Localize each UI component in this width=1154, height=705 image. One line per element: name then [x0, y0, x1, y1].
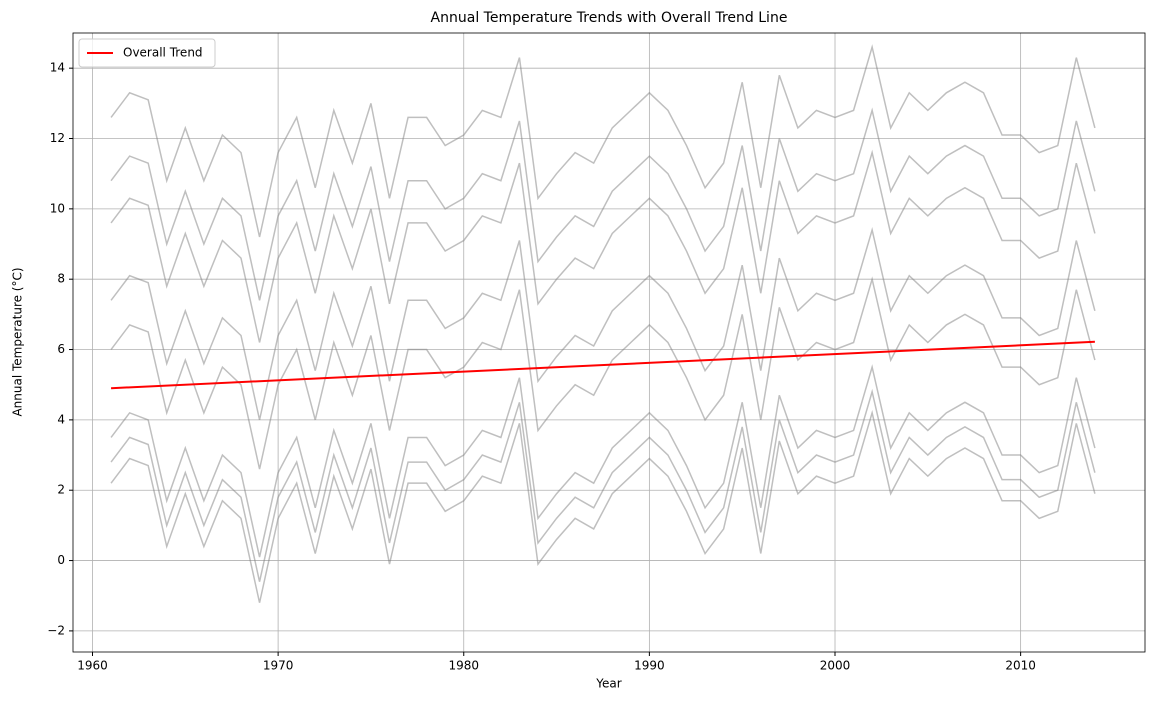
- y-tick-label: 14: [50, 61, 65, 75]
- y-tick-label: 8: [57, 272, 65, 286]
- x-tick-label: 1990: [634, 659, 665, 673]
- chart-title: Annual Temperature Trends with Overall T…: [431, 10, 788, 26]
- y-axis-label: Annual Temperature (°C): [11, 267, 25, 416]
- x-tick-label: 1960: [77, 659, 108, 673]
- series-line: [110, 44, 1096, 238]
- x-axis-label: Year: [595, 677, 621, 691]
- y-tick-label: 12: [50, 131, 65, 145]
- series-line: [110, 364, 1096, 558]
- legend-box: [78, 38, 216, 68]
- series-line: [110, 149, 1096, 343]
- x-tick-label: 2010: [1005, 659, 1036, 673]
- x-tick-label: 1970: [263, 659, 294, 673]
- series-line: [110, 276, 1096, 470]
- y-tick-label: 4: [57, 412, 65, 426]
- plot-frame: [72, 32, 1146, 653]
- series-line: [110, 409, 1096, 603]
- y-tick-label: 10: [50, 201, 65, 215]
- x-tick-label: 2000: [820, 659, 851, 673]
- y-tick-label: 6: [57, 342, 65, 356]
- series-line: [110, 388, 1096, 582]
- y-tick-label: 2: [57, 483, 65, 497]
- x-tick-label: 1980: [448, 659, 479, 673]
- series-line: [110, 107, 1096, 301]
- series-line: [110, 226, 1096, 421]
- y-tick-label: −2: [47, 623, 65, 637]
- trend-line: [111, 340, 1095, 390]
- legend-label: Overall Trend: [123, 46, 203, 60]
- y-tick-label: 0: [57, 553, 65, 567]
